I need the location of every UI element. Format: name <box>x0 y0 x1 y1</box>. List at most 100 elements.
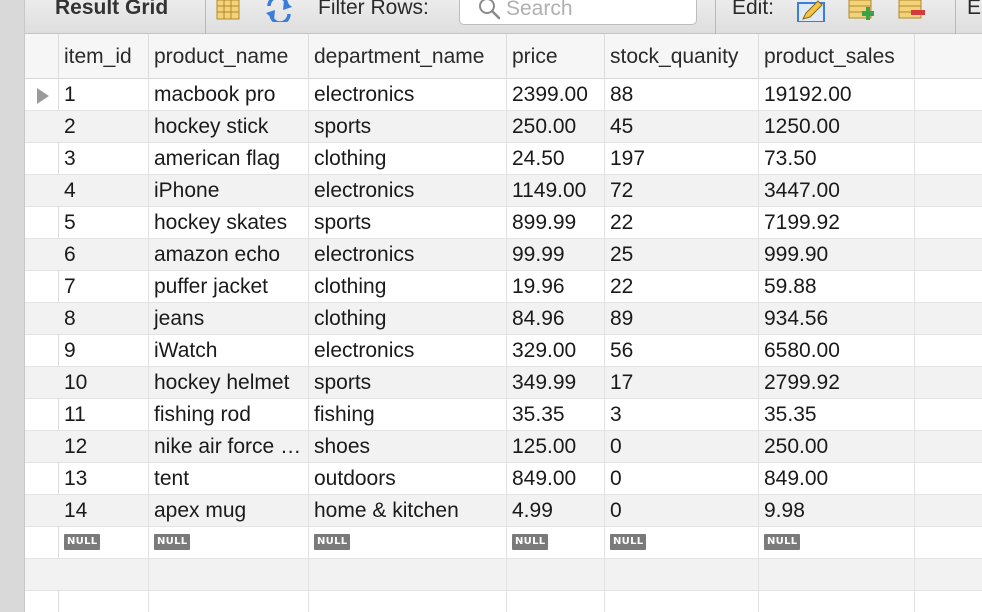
cell-department-name[interactable]: outdoors <box>309 463 507 495</box>
cell-price[interactable]: 19.96 <box>507 271 605 303</box>
cell-stock-quanity[interactable]: 56 <box>605 335 759 367</box>
filter-rows-search[interactable] <box>459 0 697 25</box>
table-row[interactable]: 4 iPhone electronics 1149.00 72 3447.00 <box>25 175 982 207</box>
cell-product-sales[interactable]: 7199.92 <box>759 207 915 239</box>
cell-product-sales[interactable]: 934.56 <box>759 303 915 335</box>
cell-product-sales[interactable]: 250.00 <box>759 431 915 463</box>
cell-stock-quanity[interactable]: 89 <box>605 303 759 335</box>
cell-item-id[interactable]: 1 <box>59 79 149 111</box>
cell-stock-quanity[interactable]: 17 <box>605 367 759 399</box>
cell-product-sales[interactable]: 1250.00 <box>759 111 915 143</box>
search-input[interactable] <box>506 0 686 21</box>
column-header-product-sales[interactable]: product_sales <box>759 34 915 79</box>
table-row[interactable]: 11 fishing rod fishing 35.35 3 35.35 <box>25 399 982 431</box>
cell-product-name[interactable]: hockey helmet <box>149 367 309 399</box>
cell-product-name[interactable]: iPhone <box>149 175 309 207</box>
cell-item-id[interactable]: 3 <box>59 143 149 175</box>
cell-product-sales[interactable]: 849.00 <box>759 463 915 495</box>
table-row[interactable]: 13 tent outdoors 849.00 0 849.00 <box>25 463 982 495</box>
cell-product-sales[interactable]: 59.88 <box>759 271 915 303</box>
table-row[interactable]: 8 jeans clothing 84.96 89 934.56 <box>25 303 982 335</box>
cell-item-id[interactable]: 6 <box>59 239 149 271</box>
cell-department-name[interactable]: clothing <box>309 271 507 303</box>
cell-price[interactable]: 99.99 <box>507 239 605 271</box>
cell-product-name[interactable]: tent <box>149 463 309 495</box>
cell-product-sales[interactable]: 35.35 <box>759 399 915 431</box>
cell-department-name[interactable]: sports <box>309 111 507 143</box>
cell-department-name[interactable]: electronics <box>309 79 507 111</box>
cell-department-name[interactable]: NULL <box>309 527 507 559</box>
table-row[interactable]: 6 amazon echo electronics 99.99 25 999.90 <box>25 239 982 271</box>
cell-item-id[interactable]: 7 <box>59 271 149 303</box>
cell-product-name[interactable]: amazon echo <box>149 239 309 271</box>
table-row[interactable]: 3 american flag clothing 24.50 197 73.50 <box>25 143 982 175</box>
cell-price[interactable]: 24.50 <box>507 143 605 175</box>
table-row[interactable]: 9 iWatch electronics 329.00 56 6580.00 <box>25 335 982 367</box>
cell-department-name[interactable]: electronics <box>309 175 507 207</box>
cell-product-name[interactable]: iWatch <box>149 335 309 367</box>
cell-product-name[interactable]: macbook pro <box>149 79 309 111</box>
cell-department-name[interactable]: fishing <box>309 399 507 431</box>
cell-stock-quanity[interactable]: 197 <box>605 143 759 175</box>
cell-price[interactable]: 329.00 <box>507 335 605 367</box>
table-row[interactable]: 10 hockey helmet sports 349.99 17 2799.92 <box>25 367 982 399</box>
cell-product-name[interactable]: hockey skates <box>149 207 309 239</box>
cell-item-id[interactable]: 9 <box>59 335 149 367</box>
cell-product-name[interactable]: puffer jacket <box>149 271 309 303</box>
cell-price[interactable]: 2399.00 <box>507 79 605 111</box>
cell-department-name[interactable]: home & kitchen <box>309 495 507 527</box>
cell-product-name[interactable]: american flag <box>149 143 309 175</box>
cell-stock-quanity[interactable]: 72 <box>605 175 759 207</box>
cell-stock-quanity[interactable]: 45 <box>605 111 759 143</box>
cell-product-sales[interactable]: 19192.00 <box>759 79 915 111</box>
cell-stock-quanity[interactable]: 0 <box>605 495 759 527</box>
cell-price[interactable]: 35.35 <box>507 399 605 431</box>
cell-stock-quanity[interactable]: 25 <box>605 239 759 271</box>
table-row[interactable]: 2 hockey stick sports 250.00 45 1250.00 <box>25 111 982 143</box>
cell-stock-quanity[interactable]: 22 <box>605 207 759 239</box>
cell-product-name[interactable]: hockey stick <box>149 111 309 143</box>
cell-product-sales[interactable]: 6580.00 <box>759 335 915 367</box>
new-row-placeholder[interactable]: NULL NULL NULL NULL NULL NULL <box>25 527 982 559</box>
edit-row-icon[interactable] <box>797 0 825 22</box>
column-header-product-name[interactable]: product_name <box>149 34 309 79</box>
cell-stock-quanity[interactable]: 88 <box>605 79 759 111</box>
cell-price[interactable]: 84.96 <box>507 303 605 335</box>
cell-department-name[interactable]: clothing <box>309 143 507 175</box>
cell-item-id[interactable]: 2 <box>59 111 149 143</box>
cell-product-name[interactable]: jeans <box>149 303 309 335</box>
table-row[interactable]: 7 puffer jacket clothing 19.96 22 59.88 <box>25 271 982 303</box>
cell-item-id[interactable]: 13 <box>59 463 149 495</box>
cell-product-sales[interactable]: 999.90 <box>759 239 915 271</box>
cell-stock-quanity[interactable]: 0 <box>605 431 759 463</box>
cell-item-id[interactable]: 8 <box>59 303 149 335</box>
table-row[interactable]: 14 apex mug home & kitchen 4.99 0 9.98 <box>25 495 982 527</box>
cell-department-name[interactable]: electronics <box>309 239 507 271</box>
cell-item-id[interactable]: 11 <box>59 399 149 431</box>
cell-stock-quanity[interactable]: 22 <box>605 271 759 303</box>
delete-row-icon[interactable] <box>898 0 926 22</box>
cell-product-name[interactable]: apex mug <box>149 495 309 527</box>
refresh-icon[interactable] <box>265 0 293 22</box>
column-header-item-id[interactable]: item_id <box>59 34 149 79</box>
grid-view-icon[interactable] <box>214 0 242 22</box>
cell-stock-quanity[interactable]: NULL <box>605 527 759 559</box>
table-row[interactable]: 5 hockey skates sports 899.99 22 7199.92 <box>25 207 982 239</box>
cell-price[interactable]: 250.00 <box>507 111 605 143</box>
cell-department-name[interactable]: clothing <box>309 303 507 335</box>
table-row[interactable]: 1 macbook pro electronics 2399.00 88 19192.00 <box>25 79 982 111</box>
cell-stock-quanity[interactable]: 0 <box>605 463 759 495</box>
cell-price[interactable]: 1149.00 <box>507 175 605 207</box>
cell-price[interactable]: 349.99 <box>507 367 605 399</box>
cell-item-id[interactable]: 5 <box>59 207 149 239</box>
cell-item-id[interactable]: 10 <box>59 367 149 399</box>
cell-product-sales[interactable]: NULL <box>759 527 915 559</box>
cell-item-id[interactable]: 12 <box>59 431 149 463</box>
cell-product-name[interactable]: fishing rod <box>149 399 309 431</box>
cell-price[interactable]: 4.99 <box>507 495 605 527</box>
cell-department-name[interactable]: electronics <box>309 335 507 367</box>
add-row-icon[interactable] <box>848 0 876 22</box>
cell-price[interactable]: 849.00 <box>507 463 605 495</box>
column-header-stock-quanity[interactable]: stock_quanity <box>605 34 759 79</box>
cell-product-sales[interactable]: 3447.00 <box>759 175 915 207</box>
